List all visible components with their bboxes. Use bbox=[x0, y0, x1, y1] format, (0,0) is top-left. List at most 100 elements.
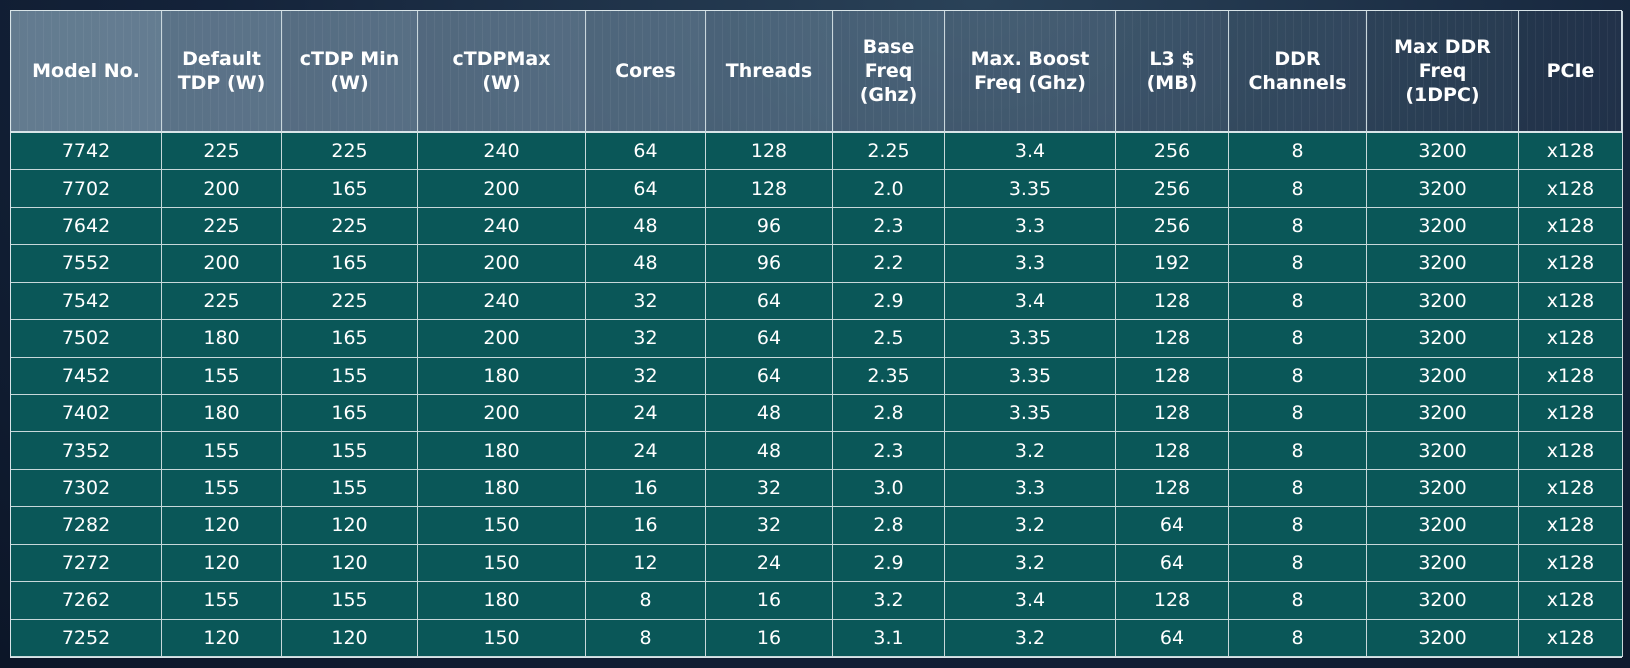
table-cell: 180 bbox=[162, 320, 282, 358]
table-cell: 7252 bbox=[11, 619, 162, 657]
table-cell: 32 bbox=[586, 282, 706, 321]
header-cell: DDR Channels bbox=[1229, 11, 1367, 133]
table-cell: 24 bbox=[586, 432, 706, 470]
table-cell: 3200 bbox=[1367, 544, 1519, 583]
table-cell: 16 bbox=[586, 507, 706, 545]
table-cell: 2.3 bbox=[833, 432, 945, 470]
header-cell: Model No. bbox=[11, 11, 162, 133]
table-cell: 48 bbox=[586, 207, 706, 246]
table-cell: 3200 bbox=[1367, 582, 1519, 620]
table-cell: 3200 bbox=[1367, 282, 1519, 321]
table-cell: 8 bbox=[1229, 432, 1367, 470]
table-cell: 32 bbox=[586, 357, 706, 395]
header-cell: Max. Boost Freq (Ghz) bbox=[945, 11, 1116, 133]
table-cell: 256 bbox=[1116, 207, 1229, 246]
table-cell: 150 bbox=[418, 544, 586, 583]
table-cell: 3200 bbox=[1367, 619, 1519, 657]
table-cell: 180 bbox=[418, 357, 586, 395]
table-cell: 180 bbox=[418, 432, 586, 470]
table-cell: 7702 bbox=[11, 170, 162, 208]
table-cell: 155 bbox=[282, 582, 418, 620]
table-cell: 7282 bbox=[11, 507, 162, 545]
table-cell: 2.8 bbox=[833, 507, 945, 545]
table-cell: 3.2 bbox=[945, 432, 1116, 470]
table-cell: 3200 bbox=[1367, 432, 1519, 470]
header-line: Freq bbox=[864, 60, 913, 82]
table-cell: 7302 bbox=[11, 469, 162, 508]
table-cell: 12 bbox=[586, 544, 706, 583]
header-cell: Cores bbox=[586, 11, 706, 133]
table-cell: 8 bbox=[1229, 320, 1367, 358]
table-cell: 165 bbox=[282, 320, 418, 358]
table-cell: 180 bbox=[162, 394, 282, 433]
table-cell: 128 bbox=[1116, 582, 1229, 620]
table-cell: 2.8 bbox=[833, 394, 945, 433]
table-cell: 165 bbox=[282, 394, 418, 433]
table-cell: 16 bbox=[706, 619, 833, 657]
table-cell: 3200 bbox=[1367, 469, 1519, 508]
table-cell: 225 bbox=[282, 282, 418, 321]
table-cell: 3.4 bbox=[945, 582, 1116, 620]
table-cell: 200 bbox=[418, 320, 586, 358]
table-cell: 3200 bbox=[1367, 357, 1519, 395]
table-cell: 2.3 bbox=[833, 207, 945, 246]
header-line: DDR bbox=[1274, 48, 1321, 70]
table-cell: 8 bbox=[1229, 469, 1367, 508]
table-cell: 120 bbox=[282, 619, 418, 657]
header-line: (Ghz) bbox=[859, 84, 918, 106]
header-cell: cTDP Min (W) bbox=[282, 11, 418, 133]
table-cell: 3.3 bbox=[945, 207, 1116, 246]
header-cell: PCIe bbox=[1519, 11, 1623, 133]
table-cell: 192 bbox=[1116, 245, 1229, 283]
table-cell: 3.4 bbox=[945, 133, 1116, 171]
table-cell: 155 bbox=[282, 357, 418, 395]
table-cell: 3.4 bbox=[945, 282, 1116, 321]
table-cell: 240 bbox=[418, 282, 586, 321]
table-cell: 7642 bbox=[11, 207, 162, 246]
table-cell: 128 bbox=[1116, 469, 1229, 508]
table-cell: 3.3 bbox=[945, 245, 1116, 283]
table-cell: 256 bbox=[1116, 133, 1229, 171]
table-cell: 7742 bbox=[11, 133, 162, 171]
table-cell: 180 bbox=[418, 582, 586, 620]
table-cell: 200 bbox=[418, 394, 586, 433]
table-cell: 2.5 bbox=[833, 320, 945, 358]
table-cell: 8 bbox=[1229, 282, 1367, 321]
table-cell: 128 bbox=[1116, 394, 1229, 433]
table-cell: 8 bbox=[1229, 133, 1367, 171]
table-cell: 120 bbox=[162, 544, 282, 583]
table-cell: 200 bbox=[418, 170, 586, 208]
table-cell: 7402 bbox=[11, 394, 162, 433]
table-cell: 64 bbox=[1116, 507, 1229, 545]
table-cell: 3.2 bbox=[945, 619, 1116, 657]
table-cell: x128 bbox=[1519, 394, 1623, 433]
table-cell: 155 bbox=[162, 582, 282, 620]
header-line: Base bbox=[862, 36, 915, 58]
table-cell: 8 bbox=[1229, 245, 1367, 283]
table-cell: 8 bbox=[1229, 207, 1367, 246]
table-cell: 3200 bbox=[1367, 207, 1519, 246]
table-cell: x128 bbox=[1519, 432, 1623, 470]
table-cell: x128 bbox=[1519, 320, 1623, 358]
table-cell: 24 bbox=[706, 544, 833, 583]
table-cell: x128 bbox=[1519, 170, 1623, 208]
table-cell: 256 bbox=[1116, 170, 1229, 208]
table-cell: 8 bbox=[1229, 544, 1367, 583]
table-cell: x128 bbox=[1519, 582, 1623, 620]
table-cell: 3.2 bbox=[945, 507, 1116, 545]
table-cell: 155 bbox=[162, 432, 282, 470]
table-cell: 64 bbox=[1116, 544, 1229, 583]
table-cell: 32 bbox=[706, 469, 833, 508]
table-cell: 2.25 bbox=[833, 133, 945, 171]
header-line: Threads bbox=[725, 60, 813, 82]
table-cell: 3.1 bbox=[833, 619, 945, 657]
table-cell: 32 bbox=[706, 507, 833, 545]
header-line: PCIe bbox=[1546, 60, 1595, 82]
table-cell: 16 bbox=[706, 582, 833, 620]
table-cell: 48 bbox=[706, 432, 833, 470]
table-cell: 120 bbox=[282, 507, 418, 545]
table-cell: 8 bbox=[1229, 582, 1367, 620]
table-cell: 3.3 bbox=[945, 469, 1116, 508]
table-cell: 225 bbox=[162, 207, 282, 246]
